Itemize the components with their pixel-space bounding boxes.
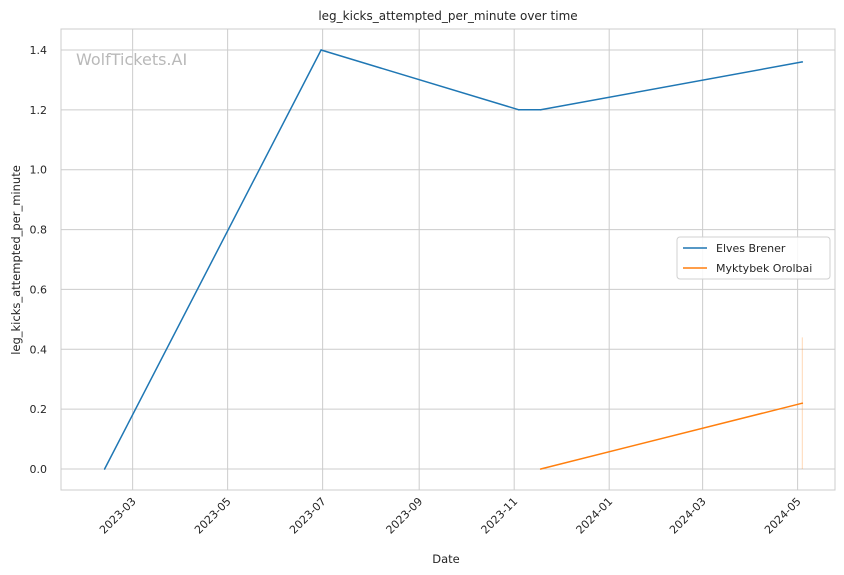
data-point-myktybek-orolbai [539,468,542,470]
y-tick-label: 0.2 [30,403,48,416]
chart-title: leg_kicks_attempted_per_minute over time [318,9,577,23]
data-point-elves-brener [103,468,106,470]
y-axis-ticks: 0.0 0.2 0.4 0.6 0.8 1.0 1.2 1.4 [30,44,48,476]
y-tick-label: 0.6 [30,283,48,296]
legend-label-elves-brener: Elves Brener [716,242,786,255]
legend-label-myktybek-orolbai: Myktybek Orolbai [716,262,812,275]
y-axis-label: leg_kicks_attempted_per_minute [9,165,23,355]
series-line-myktybek-orolbai [540,402,803,470]
y-tick-label: 1.4 [30,44,48,57]
x-axis-label: Date [432,552,460,566]
y-tick-label: 0.4 [30,343,48,356]
y-tick-label: 1.0 [30,164,48,177]
legend-box [676,236,831,280]
data-point-elves-brener [801,61,804,63]
data-point-elves-brener [320,49,322,51]
plot-frame [60,28,836,491]
watermark: WolfTickets.AI [76,50,187,69]
legend: Elves Brener Myktybek Orolbai [676,236,831,280]
data-point-myktybek-orolbai [801,402,804,404]
grid-lines [61,29,835,490]
data-point-elves-brener [539,109,542,111]
series-layer [103,49,804,470]
y-tick-label: 0.8 [30,224,48,237]
y-tick-label: 1.2 [30,104,48,117]
data-point-elves-brener [518,109,520,111]
y-tick-label: 0.0 [30,463,48,476]
